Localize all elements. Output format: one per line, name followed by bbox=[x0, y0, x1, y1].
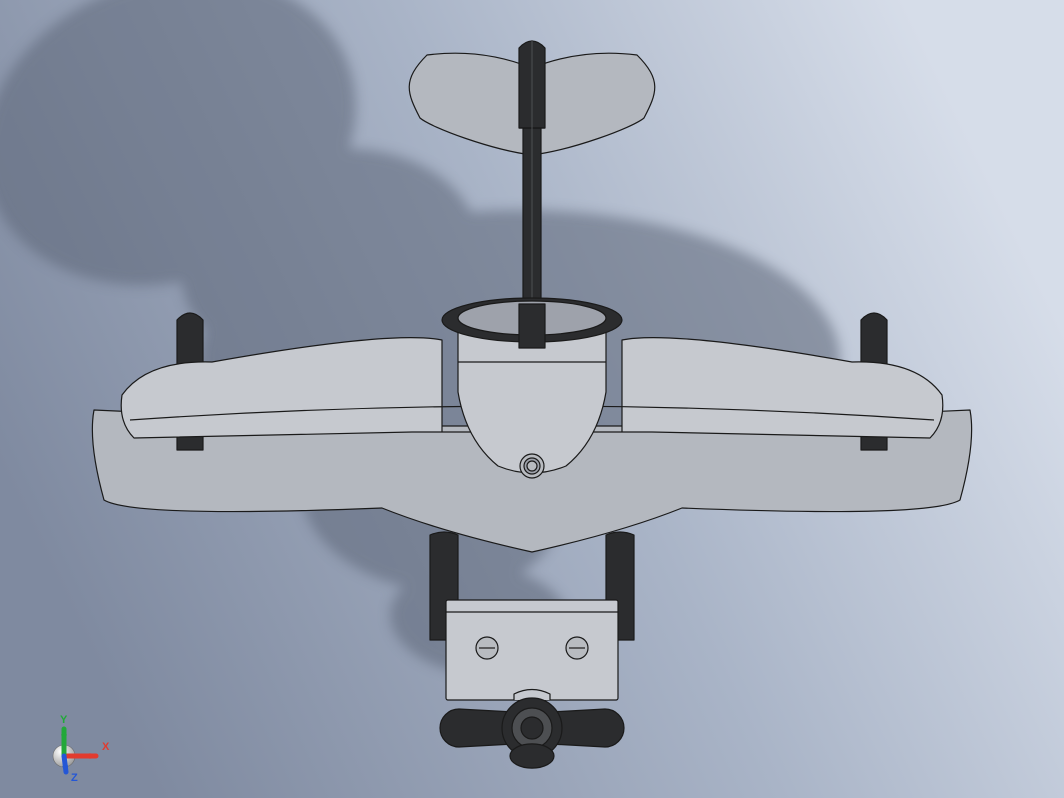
axis-label-z: Z bbox=[71, 772, 78, 784]
gear-plate bbox=[446, 600, 618, 700]
axis-label-y: Y bbox=[60, 714, 68, 726]
prop-spinner bbox=[510, 744, 554, 768]
cad-canvas[interactable]: X Y Z bbox=[0, 0, 1064, 798]
cad-viewport[interactable]: X Y Z bbox=[0, 0, 1064, 798]
axis-label-x: X bbox=[102, 741, 110, 753]
fin-base bbox=[519, 304, 545, 348]
